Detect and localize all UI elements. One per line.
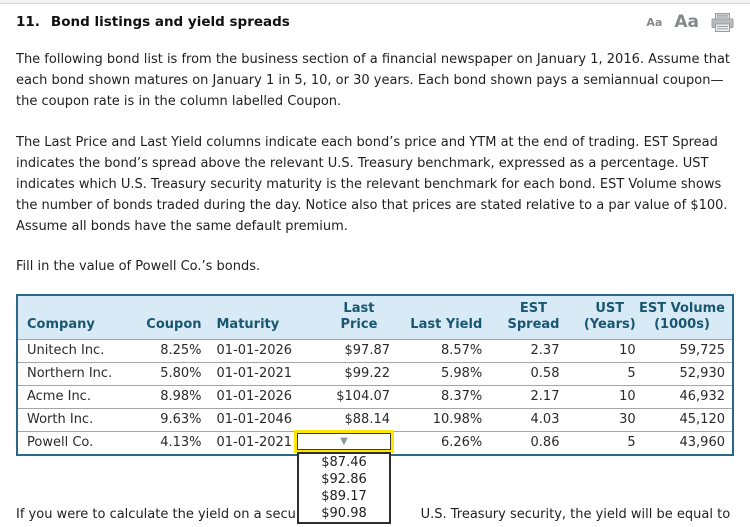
question-body: The following bond list is from the busi… (0, 49, 750, 277)
cell-company: Unitech Inc. (17, 339, 138, 363)
col-header-last-price: Last Price (327, 295, 391, 340)
powell-price-select[interactable]: ▼ (297, 433, 391, 450)
cell-company: Powell Co. (17, 431, 138, 456)
cell-last-price: $97.87 (327, 339, 391, 363)
price-dropdown-menu: $87.46 $92.86 $89.17 $90.98 (297, 452, 391, 524)
cell-last-price: $99.22 (327, 362, 391, 386)
cell-company: Worth Inc. (17, 408, 138, 432)
cell-est-volume: 43,960 (635, 431, 733, 456)
followup-sentence: If you were to calculate the yield on a … (16, 507, 734, 523)
cell-est-spread: 2.37 (482, 339, 560, 363)
cell-last-yield: 5.98% (390, 362, 483, 386)
cell-last-price: $88.14 (327, 408, 391, 432)
col-header-est-spread: EST Spread (482, 295, 560, 340)
cell-ust-years: 10 (559, 385, 636, 409)
cell-est-volume: 52,930 (635, 362, 733, 386)
cell-ust-years: 30 (559, 408, 636, 432)
followup-text-before: If you were to calculate the yield on a … (16, 507, 318, 522)
cell-coupon: 4.13% (137, 431, 202, 456)
bond-table: Company Coupon Maturity Last Price Last … (16, 294, 734, 456)
top-divider (0, 0, 750, 4)
cell-maturity: 01-01-2026 (201, 339, 328, 363)
cell-coupon: 8.98% (137, 385, 202, 409)
fill-instruction: Fill in the value of Powell Co.’s bonds. (16, 259, 261, 274)
table-header-row: Company Coupon Maturity Last Price Last … (17, 295, 733, 340)
dropdown-option[interactable]: $90.98 (321, 506, 367, 521)
toolbar: Aa Aa (646, 12, 734, 32)
cell-est-spread: 4.03 (482, 408, 560, 432)
cell-est-volume: 45,120 (635, 408, 733, 432)
col-header-ust-years: UST (Years) (559, 295, 636, 340)
col-header-last-yield: Last Yield (390, 295, 483, 340)
cell-ust-years: 5 (559, 431, 636, 456)
cell-last-price: $104.07 (327, 385, 391, 409)
cell-company: Acme Inc. (17, 385, 138, 409)
table-row: Unitech Inc. 8.25% 01-01-2026 $97.87 8.5… (17, 339, 733, 363)
table-row: Northern Inc. 5.80% 01-01-2021 $99.22 5.… (17, 362, 733, 386)
cell-last-yield: 10.98% (390, 408, 483, 432)
printer-icon[interactable] (711, 12, 734, 32)
page-header: 11. Bond listings and yield spreads Aa Aa (0, 4, 750, 32)
cell-coupon: 8.25% (137, 339, 202, 363)
cell-ust-years: 5 (559, 362, 636, 386)
cell-ust-years: 10 (559, 339, 636, 363)
cell-est-volume: 46,932 (635, 385, 733, 409)
cell-est-spread: 2.17 (482, 385, 560, 409)
col-header-coupon: Coupon (137, 295, 202, 340)
chevron-down-icon: ▼ (340, 435, 348, 447)
dropdown-option[interactable]: $87.46 (321, 455, 367, 470)
cell-coupon: 9.63% (137, 408, 202, 432)
font-smaller-button[interactable]: Aa (646, 15, 663, 29)
cell-coupon: 5.80% (137, 362, 202, 386)
followup-text-after: U.S. Treasury security, the yield will b… (420, 507, 731, 522)
question-title: Bond listings and yield spreads (50, 14, 290, 30)
dropdown-option[interactable]: $92.86 (321, 472, 367, 487)
cell-maturity: 01-01-2021 (201, 362, 328, 386)
col-header-company: Company (17, 295, 138, 340)
cell-maturity: 01-01-2046 (201, 408, 328, 432)
cell-last-yield: 6.26% (390, 431, 483, 456)
table-row: Worth Inc. 9.63% 01-01-2046 $88.14 10.98… (17, 408, 733, 432)
bond-table-region: Company Coupon Maturity Last Price Last … (16, 294, 734, 524)
cell-last-yield: 8.57% (390, 339, 483, 363)
intro-paragraph-1: The following bond list is from the busi… (16, 52, 731, 109)
cell-est-spread: 0.86 (482, 431, 560, 456)
cell-est-volume: 59,725 (635, 339, 733, 363)
cell-company: Northern Inc. (17, 362, 138, 386)
question-number: 11. (16, 14, 40, 30)
col-header-maturity: Maturity (201, 295, 328, 340)
table-row: Acme Inc. 8.98% 01-01-2026 $104.07 8.37%… (17, 385, 733, 409)
font-larger-button[interactable]: Aa (674, 12, 699, 32)
intro-paragraph-2: The Last Price and Last Yield columns in… (16, 135, 728, 234)
cell-maturity: 01-01-2026 (201, 385, 328, 409)
cell-last-yield: 8.37% (390, 385, 483, 409)
cell-est-spread: 0.58 (482, 362, 560, 386)
dropdown-option[interactable]: $89.17 (321, 489, 367, 504)
page-title: 11. Bond listings and yield spreads (16, 14, 290, 30)
col-header-est-volume: EST Volume (1000s) (635, 295, 733, 340)
table-row-powell: Powell Co. 4.13% 01-01-2021 6.26% 0.86 5… (17, 431, 733, 456)
